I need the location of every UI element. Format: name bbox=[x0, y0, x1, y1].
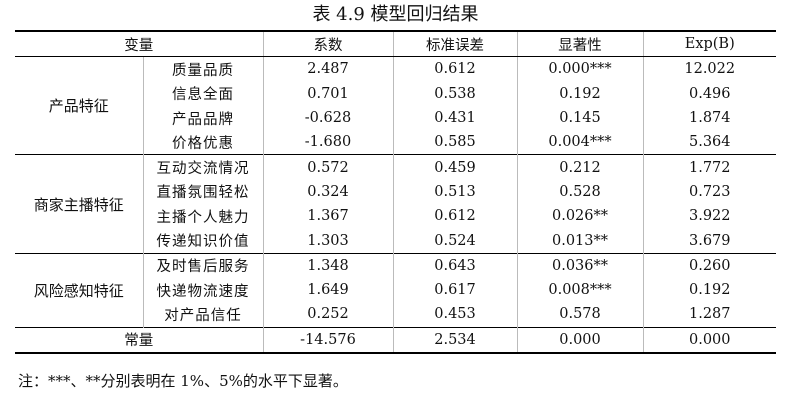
standard-error-cell: 0.459 bbox=[393, 154, 518, 180]
variable-cell: 快递物流速度 bbox=[143, 277, 264, 303]
header-exp-b: Exp(B) bbox=[643, 30, 776, 58]
standard-error-cell: 0.612 bbox=[393, 204, 518, 229]
standard-error-cell: 0.453 bbox=[393, 302, 518, 328]
table-row: 直播氛围轻松 0.324 0.513 0.528 0.723 bbox=[15, 179, 776, 205]
regression-results-table: 变量 系数 标准误差 显著性 Exp(B) 产品特征 质量品质 2.487 0.612… bbox=[15, 30, 776, 354]
exp-b-cell: 1.287 bbox=[688, 306, 731, 323]
variable-cell: 信息全面 bbox=[143, 81, 264, 106]
table-title: 表 4.9 模型回归结果 bbox=[312, 4, 479, 25]
table-row: 产品品牌 -0.628 0.431 0.145 1.874 bbox=[15, 105, 776, 131]
significance-cell: 0.192 bbox=[517, 81, 644, 106]
exp-b-cell: 1.874 bbox=[688, 110, 731, 127]
standard-error-cell: 0.513 bbox=[393, 179, 518, 205]
table-row: 对产品信任 0.252 0.453 0.578 1.287 bbox=[15, 302, 776, 328]
standard-error-cell: 0.431 bbox=[393, 105, 518, 131]
variable-cell: 主播个人魅力 bbox=[143, 204, 264, 229]
exp-b-cell: 3.922 bbox=[688, 208, 731, 225]
table-row: 产品特征 质量品质 2.487 0.612 0.000*** 12.022 bbox=[15, 56, 776, 155]
exp-b-cell: 0.496 bbox=[688, 85, 731, 102]
table-row: 商家主播特征 互动交流情况 0.572 0.459 0.212 1.772 bbox=[15, 154, 776, 254]
category-cell: 风险感知特征 bbox=[15, 252, 144, 328]
significance-cell: 0.528 bbox=[517, 179, 644, 205]
significance-cell: 0.036** bbox=[517, 252, 644, 278]
coefficient-cell: 1.649 bbox=[263, 277, 394, 303]
table-row: 快递物流速度 1.649 0.617 0.008*** 0.192 bbox=[15, 277, 776, 303]
header-standard-error: 标准误差 bbox=[393, 30, 518, 58]
significance-cell: 0.145 bbox=[517, 105, 644, 131]
constant-row: 常量 -14.576 2.534 0.000 0.000 bbox=[15, 326, 776, 354]
variable-cell: 直播氛围轻松 bbox=[143, 179, 264, 205]
significance-cell: 0.578 bbox=[517, 302, 644, 328]
variable-cell: 质量品质 bbox=[143, 56, 264, 82]
coefficient-cell: 1.348 bbox=[263, 252, 394, 278]
header-variable: 变量 bbox=[15, 30, 264, 58]
significance-cell: 0.000*** bbox=[517, 56, 644, 82]
coefficient-cell: -1.680 bbox=[263, 130, 394, 155]
coefficient-cell: 0.252 bbox=[263, 302, 394, 328]
exp-b-cell: 3.679 bbox=[688, 232, 731, 249]
variable-cell: 价格优惠 bbox=[143, 130, 264, 155]
significance-cell: 0.008*** bbox=[517, 277, 644, 303]
constant-label: 常量 bbox=[15, 326, 264, 354]
coefficient-cell: 0.701 bbox=[263, 81, 394, 106]
standard-error-cell: 0.538 bbox=[393, 81, 518, 106]
table-note: 注：***、**分别表明在 1%、5%的水平下显著。 bbox=[18, 372, 348, 390]
exp-b-cell: 0.192 bbox=[688, 282, 731, 299]
category-cell: 产品特征 bbox=[15, 56, 144, 155]
coefficient-cell: -14.576 bbox=[263, 326, 394, 354]
coefficient-cell: 1.303 bbox=[263, 228, 394, 254]
table-body: 产品特征 质量品质 2.487 0.612 0.000*** 12.022 信息全面 0.70… bbox=[15, 56, 776, 354]
standard-error-cell: 0.585 bbox=[393, 130, 518, 155]
table-row: 信息全面 0.701 0.538 0.192 0.496 bbox=[15, 81, 776, 106]
header-coefficient: 系数 bbox=[263, 30, 394, 58]
coefficient-cell: 2.487 bbox=[263, 56, 394, 82]
coefficient-cell: 0.572 bbox=[263, 154, 394, 180]
coefficient-cell: 0.324 bbox=[263, 179, 394, 205]
table-header-row: 变量 系数 标准误差 显著性 Exp(B) bbox=[15, 30, 776, 58]
significance-cell: 0.026** bbox=[517, 204, 644, 229]
exp-b-cell: 0.260 bbox=[643, 252, 776, 278]
significance-cell: 0.013** bbox=[517, 228, 644, 254]
variable-cell: 互动交流情况 bbox=[143, 154, 264, 180]
significance-cell: 0.004*** bbox=[517, 130, 644, 155]
coefficient-cell: 1.367 bbox=[263, 204, 394, 229]
standard-error-cell: 0.612 bbox=[393, 56, 518, 82]
variable-cell: 对产品信任 bbox=[143, 302, 264, 328]
standard-error-cell: 0.524 bbox=[393, 228, 518, 254]
category-cell: 商家主播特征 bbox=[15, 154, 144, 254]
exp-b-cell: 12.022 bbox=[643, 56, 776, 82]
standard-error-cell: 0.643 bbox=[393, 252, 518, 278]
table-row: 传递知识价值 1.303 0.524 0.013** 3.679 bbox=[15, 228, 776, 254]
table-row: 主播个人魅力 1.367 0.612 0.026** 3.922 bbox=[15, 204, 776, 229]
table-row: 价格优惠 -1.680 0.585 0.004*** 5.364 bbox=[15, 130, 776, 155]
exp-b-cell: 0.000 bbox=[643, 326, 776, 354]
coefficient-cell: -0.628 bbox=[263, 105, 394, 131]
significance-cell: 0.000 bbox=[517, 326, 644, 354]
table-row: 风险感知特征 及时售后服务 1.348 0.643 0.036** 0.260 bbox=[15, 252, 776, 328]
exp-b-cell: 0.723 bbox=[688, 183, 731, 200]
standard-error-cell: 2.534 bbox=[393, 326, 518, 354]
exp-b-cell: 5.364 bbox=[688, 134, 731, 151]
variable-cell: 产品品牌 bbox=[143, 105, 264, 131]
header-significance: 显著性 bbox=[517, 30, 644, 58]
significance-cell: 0.212 bbox=[517, 154, 644, 180]
exp-b-cell: 1.772 bbox=[643, 154, 776, 180]
standard-error-cell: 0.617 bbox=[393, 277, 518, 303]
variable-cell: 及时售后服务 bbox=[143, 252, 264, 278]
variable-cell: 传递知识价值 bbox=[143, 228, 264, 254]
